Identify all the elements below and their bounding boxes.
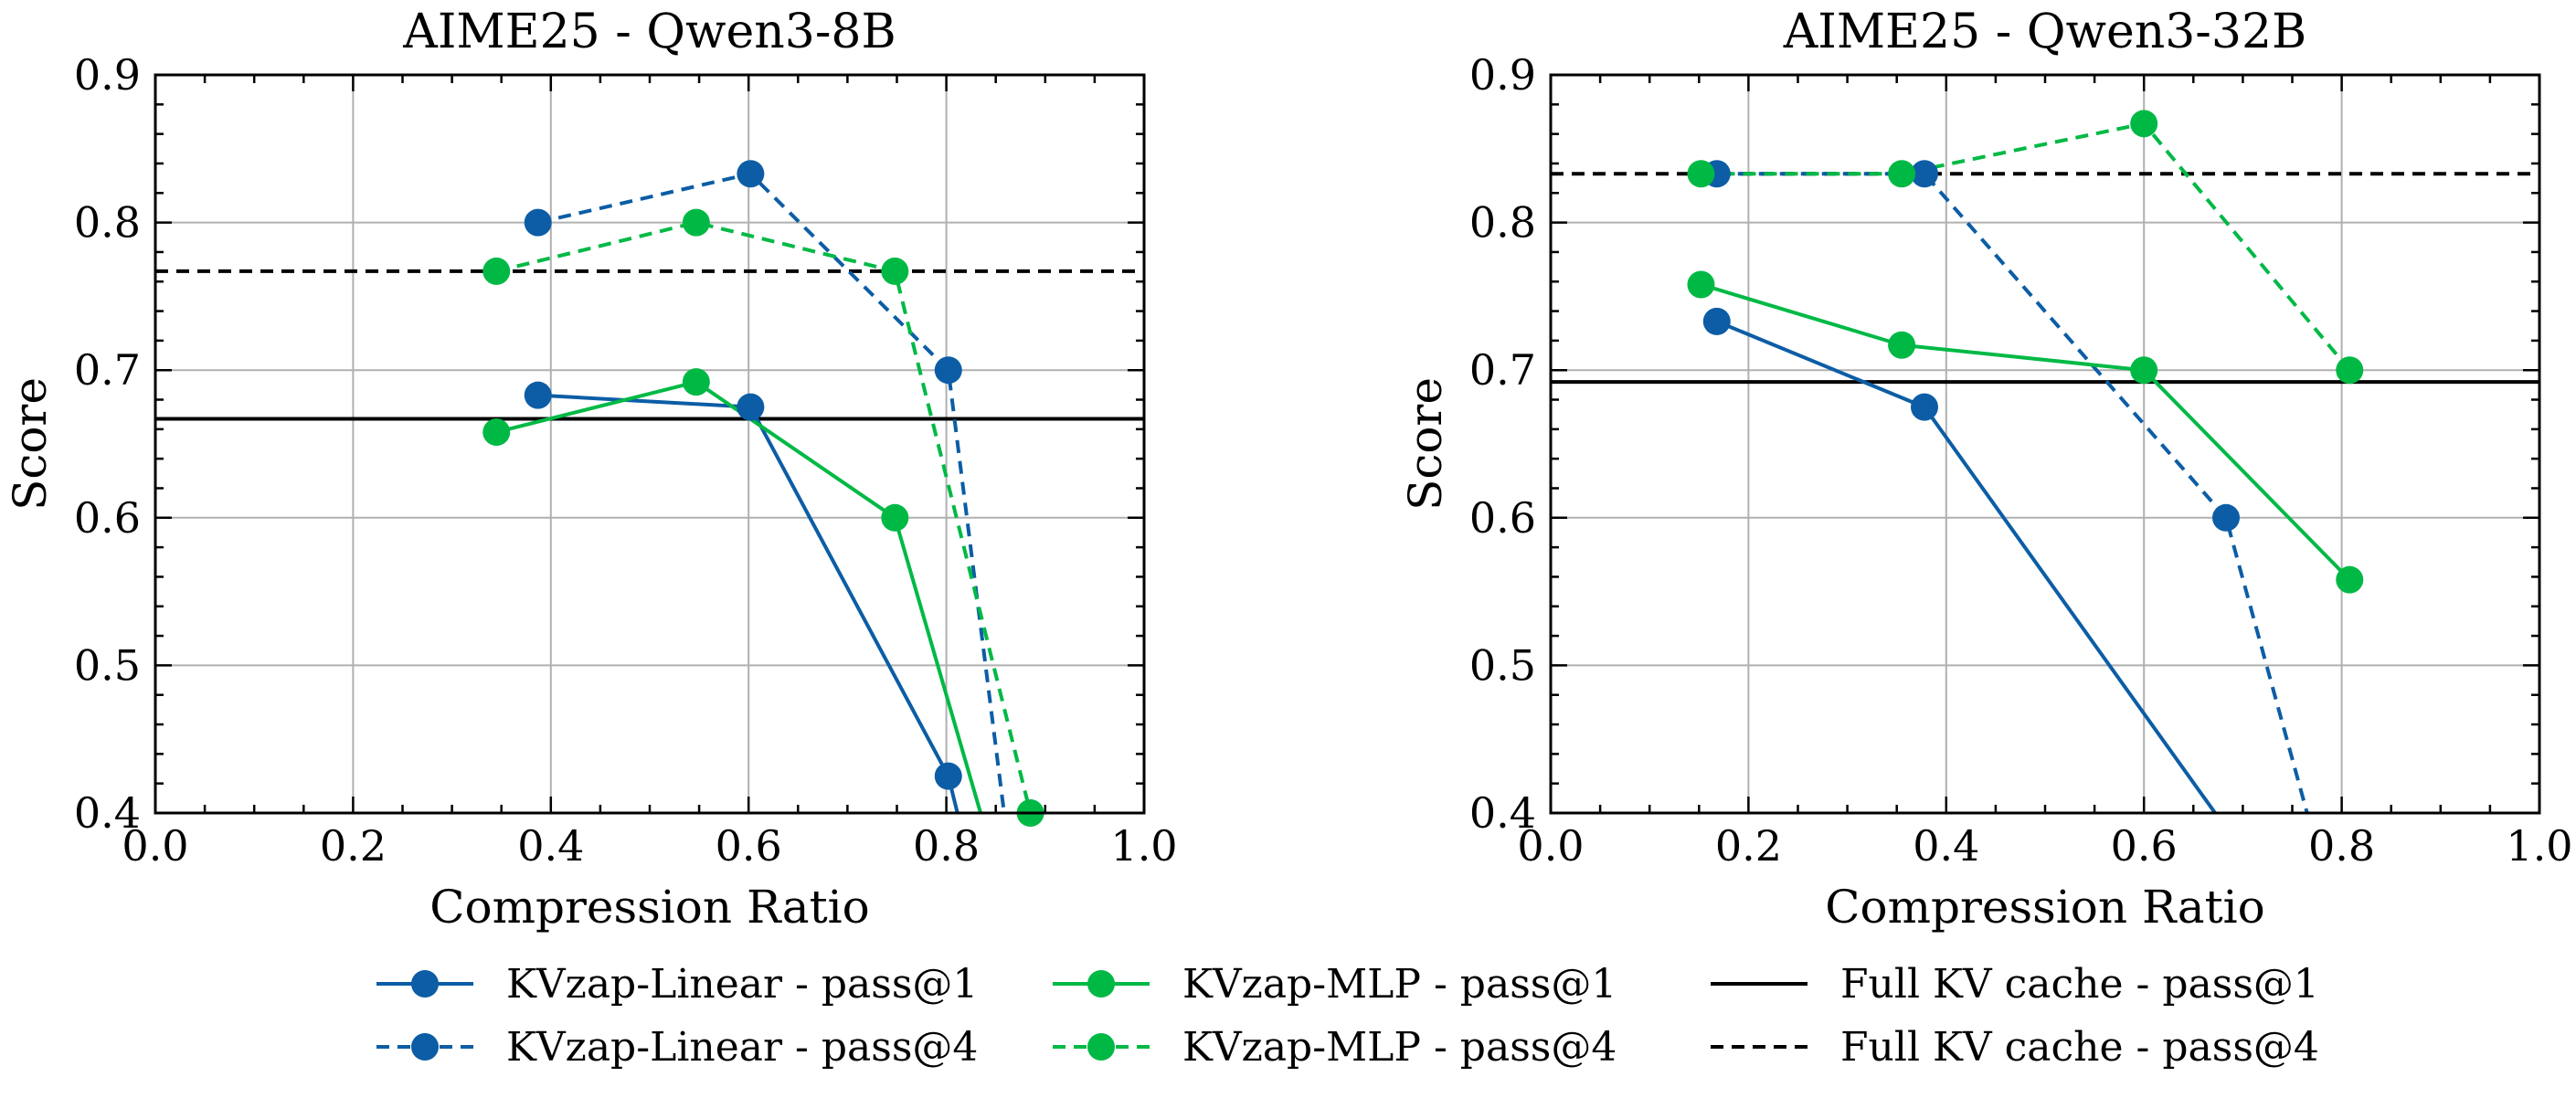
- y-tick-label: 0.6: [1469, 493, 1536, 543]
- y-tick-label: 0.4: [1469, 788, 1536, 838]
- x-tick-label: 0.2: [1715, 821, 1782, 871]
- plot-area: [1551, 121, 2539, 813]
- x-tick-label: 0.0: [122, 821, 188, 871]
- legend-item-full_p1: Full KV cache - pass@1: [1711, 961, 2319, 1008]
- data-point-mlp_p1: [482, 418, 511, 447]
- y-tick-label: 0.9: [74, 50, 141, 100]
- data-point-linear_p1: [1910, 393, 1938, 421]
- series-line-linear_p4: [537, 172, 1006, 813]
- data-point-linear_p1: [737, 393, 765, 421]
- data-point-mlp_p1: [2130, 356, 2158, 385]
- plot-frame: [154, 73, 1146, 815]
- y-tick-label: 0.5: [1469, 640, 1536, 690]
- legend-swatch-marker: [411, 1033, 439, 1061]
- series-line-linear_p4: [1716, 172, 2309, 813]
- data-point-linear_p4: [737, 160, 765, 188]
- x-tick-label: 0.4: [517, 821, 584, 871]
- legend-item-linear_p4: KVzap-Linear - pass@4: [376, 1024, 978, 1071]
- data-point-linear_p4: [1910, 160, 1938, 188]
- legend-swatch-marker: [1087, 970, 1115, 998]
- x-tick-label: 1.0: [2506, 821, 2572, 871]
- legend-swatch-marker: [411, 970, 439, 998]
- y-tick-label: 0.4: [74, 788, 141, 838]
- series-line-linear_p1: [1716, 320, 2217, 813]
- legend-label: Full KV cache - pass@1: [1840, 961, 2319, 1008]
- data-point-mlp_p1: [682, 368, 710, 396]
- data-point-linear_p4: [934, 356, 962, 385]
- data-point-mlp_p4: [1687, 160, 1715, 188]
- legend-label: KVzap-Linear - pass@1: [506, 961, 978, 1008]
- legend-label: KVzap-MLP - pass@4: [1182, 1024, 1617, 1071]
- y-tick-label: 0.9: [1469, 50, 1536, 100]
- series-line-mlp_p4: [1701, 121, 2351, 372]
- y-tick-label: 0.6: [74, 493, 141, 543]
- data-point-mlp_p1: [1888, 331, 1916, 359]
- legend-item-mlp_p4: KVzap-MLP - pass@4: [1053, 1024, 1617, 1071]
- data-point-mlp_p4: [2336, 356, 2364, 385]
- x-tick-label: 0.8: [2308, 821, 2375, 871]
- legend-label: KVzap-Linear - pass@4: [506, 1024, 978, 1071]
- legend-item-linear_p1: KVzap-Linear - pass@1: [376, 961, 978, 1008]
- legend: KVzap-Linear - pass@1 KVzap-Linear - pass…: [376, 961, 2319, 1071]
- legend-swatch-marker: [1087, 1033, 1115, 1061]
- panel-qwen3-32b: 0.0 0.2 0.4 0.6 0.8 1.0 0.4 0.5 0.6 0.7 0.8 0.9 AIME…: [1399, 5, 2573, 934]
- data-point-mlp_p4: [1888, 160, 1916, 188]
- y-tick-label: 0.5: [74, 640, 141, 690]
- x-tick-label: 0.8: [913, 821, 980, 871]
- x-tick-label: 0.0: [1517, 821, 1584, 871]
- y-tick-label: 0.8: [1469, 198, 1536, 248]
- chart-title: AIME25 - Qwen3-8B: [402, 5, 896, 59]
- data-point-mlp_p4: [682, 208, 710, 237]
- x-tick-label: 0.2: [320, 821, 387, 871]
- data-point-mlp_p1: [881, 503, 909, 532]
- y-tick-label: 0.7: [74, 345, 141, 395]
- data-point-mlp_p1: [1687, 270, 1715, 299]
- data-point-mlp_p1: [2336, 565, 2364, 594]
- series-line-linear_p1: [537, 393, 959, 813]
- x-tick-label: 1.0: [1110, 821, 1177, 871]
- data-point-linear_p4: [2212, 503, 2241, 532]
- data-point-linear_p1: [1702, 307, 1731, 335]
- x-tick-label: 0.4: [1913, 821, 1979, 871]
- legend-label: Full KV cache - pass@4: [1840, 1024, 2319, 1071]
- x-tick-label: 0.6: [716, 821, 782, 871]
- data-point-linear_p1: [524, 381, 552, 409]
- chart-title: AIME25 - Qwen3-32B: [1783, 5, 2307, 59]
- data-point-linear_p1: [934, 762, 962, 790]
- series-line-mlp_p1: [1700, 282, 2351, 582]
- y-tick-label: 0.8: [74, 198, 141, 248]
- x-axis-label: Compression Ratio: [1825, 881, 2265, 934]
- series-line-mlp_p1: [495, 380, 983, 813]
- legend-item-full_p4: Full KV cache - pass@4: [1711, 1024, 2319, 1071]
- data-point-linear_p4: [524, 208, 552, 237]
- x-axis-label: Compression Ratio: [429, 881, 870, 934]
- panel-qwen3-8b: 0.0 0.2 0.4 0.6 0.8 1.0 0.4 0.5 0.6 0.7 0.8 0.9 AIME…: [4, 5, 1178, 934]
- y-tick-label: 0.7: [1469, 345, 1536, 395]
- plot-area: [155, 172, 1144, 813]
- data-point-mlp_p4: [482, 257, 511, 285]
- y-axis-label: Score: [1399, 377, 1452, 511]
- y-axis-label: Score: [4, 377, 57, 511]
- data-point-mlp_p4: [2130, 110, 2158, 138]
- data-point-mlp_p4: [881, 257, 909, 285]
- legend-label: KVzap-MLP - pass@1: [1182, 961, 1617, 1008]
- legend-item-mlp_p1: KVzap-MLP - pass@1: [1053, 961, 1617, 1008]
- x-tick-label: 0.6: [2111, 821, 2178, 871]
